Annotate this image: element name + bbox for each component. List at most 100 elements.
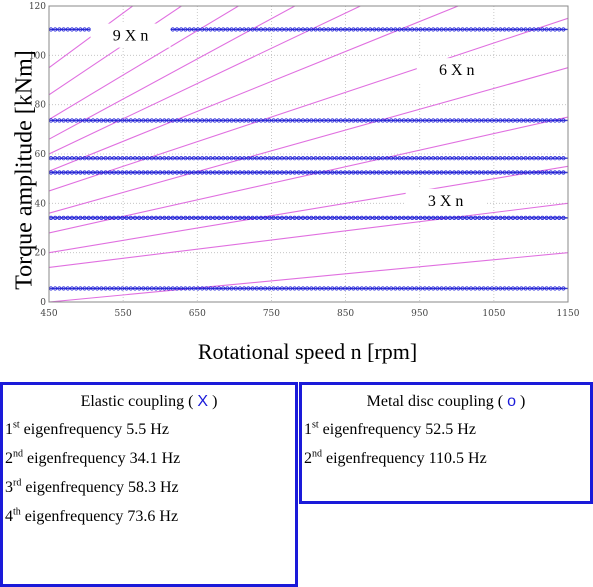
- frequency-marker: [477, 286, 482, 291]
- frequency-marker: [536, 118, 541, 123]
- frequency-marker: [418, 286, 423, 291]
- frequency-marker: [502, 286, 507, 291]
- frequency-marker: [431, 27, 436, 32]
- frequency-marker: [359, 156, 364, 161]
- frequency-marker: [170, 170, 175, 175]
- frequency-marker: [99, 215, 104, 220]
- frequency-marker: [380, 170, 385, 175]
- frequency-marker: [137, 156, 142, 161]
- frequency-marker: [187, 118, 192, 123]
- frequency-marker: [124, 118, 129, 123]
- frequency-marker: [128, 286, 133, 291]
- frequency-marker: [179, 286, 184, 291]
- frequency-marker: [271, 286, 276, 291]
- frequency-marker: [61, 156, 66, 161]
- frequency-marker: [225, 215, 230, 220]
- frequency-marker: [288, 170, 293, 175]
- frequency-marker: [132, 118, 138, 123]
- frequency-marker: [149, 286, 154, 291]
- frequency-marker: [372, 170, 377, 175]
- frequency-marker: [275, 156, 280, 161]
- frequency-marker: [489, 286, 495, 291]
- frequency-marker: [338, 27, 343, 32]
- frequency-marker: [519, 170, 524, 175]
- frequency-marker: [489, 170, 495, 175]
- frequency-marker: [90, 170, 96, 175]
- frequency-marker: [334, 27, 339, 32]
- frequency-marker: [229, 118, 234, 123]
- frequency-marker: [393, 170, 398, 175]
- frequency-marker: [275, 286, 280, 291]
- frequency-marker: [69, 118, 75, 123]
- frequency-marker: [296, 156, 301, 161]
- frequency-marker: [485, 286, 490, 291]
- frequency-marker: [510, 215, 516, 220]
- frequency-marker: [103, 215, 108, 220]
- frequency-marker: [216, 27, 222, 32]
- frequency-marker: [82, 170, 87, 175]
- frequency-marker: [498, 156, 503, 161]
- frequency-marker: [237, 27, 243, 32]
- frequency-marker: [460, 156, 465, 161]
- frequency-marker: [443, 286, 448, 291]
- frequency-marker: [309, 286, 314, 291]
- frequency-marker: [195, 156, 201, 161]
- frequency-marker: [363, 27, 369, 32]
- frequency-marker: [561, 118, 566, 123]
- frequency-marker: [90, 215, 96, 220]
- frequency-marker: [540, 27, 545, 32]
- frequency-marker: [456, 286, 461, 291]
- legend-metal-row: 1st eigenfrequency 52.5 Hz: [304, 419, 476, 438]
- frequency-marker: [464, 156, 469, 161]
- frequency-marker: [506, 27, 511, 32]
- frequency-marker: [431, 286, 436, 291]
- frequency-marker: [317, 156, 322, 161]
- frequency-marker: [275, 27, 280, 32]
- frequency-marker: [548, 118, 553, 123]
- frequency-marker: [330, 27, 335, 32]
- frequency-marker: [401, 27, 406, 32]
- frequency-marker: [405, 118, 411, 123]
- frequency-marker: [389, 27, 394, 32]
- frequency-marker: [279, 286, 285, 291]
- frequency-marker: [300, 156, 306, 161]
- frequency-marker: [292, 156, 297, 161]
- frequency-marker: [527, 215, 532, 220]
- frequency-marker: [418, 27, 423, 32]
- frequency-marker: [368, 27, 373, 32]
- frequency-marker: [288, 118, 293, 123]
- frequency-marker: [473, 215, 478, 220]
- frequency-marker: [78, 27, 83, 32]
- frequency-marker: [53, 286, 58, 291]
- frequency-marker: [338, 170, 343, 175]
- frequency-marker: [258, 27, 264, 32]
- frequency-marker: [233, 286, 238, 291]
- frequency-marker: [548, 27, 553, 32]
- frequency-marker: [74, 27, 79, 32]
- frequency-marker: [536, 170, 541, 175]
- frequency-marker: [326, 286, 331, 291]
- frequency-marker: [153, 286, 159, 291]
- frequency-marker: [200, 215, 205, 220]
- frequency-marker: [489, 27, 495, 32]
- frequency-marker: [237, 118, 243, 123]
- frequency-marker: [418, 170, 423, 175]
- frequency-marker: [321, 118, 327, 123]
- frequency-marker: [212, 27, 217, 32]
- y-tick-label: 100: [29, 51, 46, 61]
- frequency-marker: [153, 170, 159, 175]
- frequency-marker: [107, 215, 112, 220]
- frequency-marker: [99, 170, 104, 175]
- eigenfrequency-line: [48, 215, 568, 220]
- frequency-marker: [359, 27, 364, 32]
- eigenfrequency-line: [48, 170, 568, 175]
- frequency-marker: [137, 286, 142, 291]
- frequency-marker: [233, 170, 238, 175]
- frequency-marker: [389, 215, 394, 220]
- frequency-marker: [69, 170, 75, 175]
- frequency-marker: [481, 215, 486, 220]
- frequency-marker: [237, 156, 243, 161]
- frequency-marker: [351, 118, 356, 123]
- frequency-marker: [313, 286, 318, 291]
- frequency-marker: [326, 170, 331, 175]
